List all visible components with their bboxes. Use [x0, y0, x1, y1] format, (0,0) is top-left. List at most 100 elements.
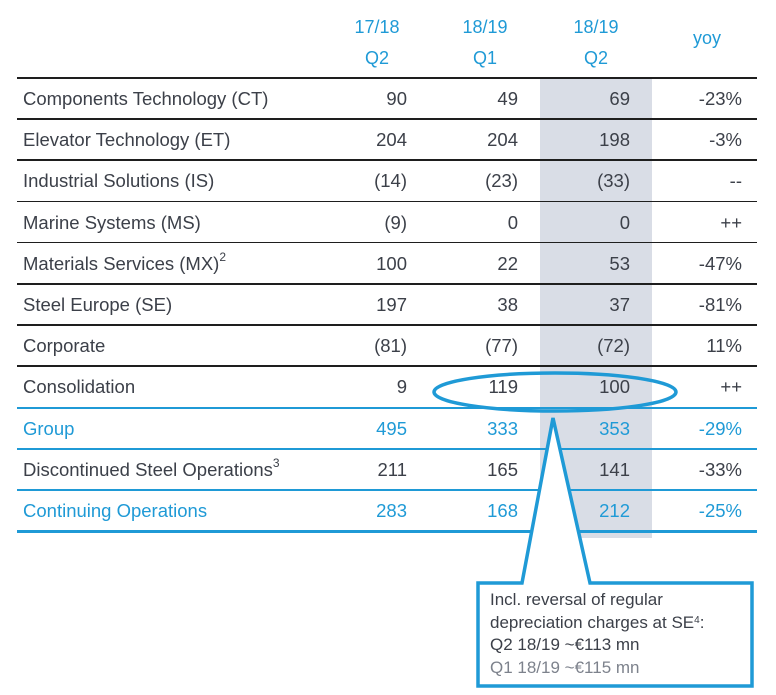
row-label-text: Elevator Technology (ET) [23, 129, 231, 151]
row-label-text: Group [23, 417, 75, 439]
row-label: Elevator Technology (ET) [23, 129, 230, 151]
value-18-19-q1: 38 [497, 294, 518, 315]
row-divider [17, 241, 757, 244]
row-label-text: Continuing Operations [23, 500, 208, 521]
value-yoy: -47% [698, 252, 742, 274]
row-label-text: Industrial Solutions (IS) [23, 170, 215, 192]
table-row: Group 495 333 353 -29% [0, 408, 776, 449]
callout-text: Incl. reversal of regular depreciation c… [490, 589, 755, 679]
table-row: Steel Europe (SE) 197 38 37 -81% [0, 284, 776, 325]
row-label-text: Components Technology (CT) [23, 88, 269, 109]
row-divider [17, 365, 757, 367]
row-label: Components Technology (CT) [23, 88, 268, 110]
row-divider [17, 200, 757, 203]
footnote-marker: 3 [272, 455, 280, 470]
table-row: Elevator Technology (ET) 204 204 198 -3% [0, 119, 776, 160]
value-17-18-q2: (81) [374, 335, 407, 357]
value-18-19-q1: (77) [485, 335, 518, 357]
value-yoy: ++ [720, 211, 742, 233]
value-yoy: -29% [698, 417, 742, 439]
footnote-marker: 4 [694, 614, 700, 626]
value-18-19-q1: 49 [497, 88, 518, 109]
row-divider [17, 324, 757, 326]
row-divider [17, 489, 757, 491]
row-label: Continuing Operations [23, 500, 207, 522]
value-18-19-q2: (33) [597, 170, 630, 192]
value-17-18-q2: 283 [376, 500, 407, 521]
value-18-19-q1: 22 [497, 252, 518, 274]
row-label: Consolidation [23, 376, 135, 398]
value-yoy: -25% [698, 500, 742, 521]
value-yoy: -33% [698, 458, 742, 480]
callout-line-4: Q1 18/19 ~€115 mn [490, 657, 640, 677]
row-label-text: Materials Services (MX) [23, 252, 220, 274]
value-17-18-q2: 495 [376, 417, 407, 439]
table-row: Consolidation 9 119 100 ++ [0, 366, 776, 407]
row-divider [17, 530, 757, 534]
value-18-19-q1: 165 [487, 458, 518, 480]
value-18-19-q2: 0 [619, 211, 630, 233]
table-row: Marine Systems (MS) (9) 0 0 ++ [0, 202, 776, 243]
value-18-19-q2: 37 [609, 294, 630, 315]
row-label-text: Corporate [23, 335, 106, 357]
row-divider [17, 118, 757, 120]
callout-box-outline [476, 417, 754, 688]
row-divider [17, 406, 757, 409]
value-18-19-q2: 53 [609, 252, 630, 274]
row-label-text: Discontinued Steel Operations [23, 458, 273, 480]
value-18-19-q2: (72) [597, 335, 630, 357]
row-label: Corporate [23, 335, 105, 357]
value-17-18-q2: 197 [376, 294, 407, 315]
callout-line-2: depreciation charges at SE4: [490, 612, 755, 635]
row-divider [17, 159, 757, 161]
value-18-19-q2: 212 [599, 500, 630, 521]
table-row: Continuing Operations 283 168 212 -25% [0, 490, 776, 531]
column-header-year: 18/19 [573, 17, 619, 37]
value-18-19-q2: 353 [599, 417, 630, 439]
value-18-19-q1: 119 [488, 376, 519, 398]
value-17-18-q2: (9) [384, 211, 407, 233]
column-header-quarter: Q2 [364, 48, 389, 68]
value-yoy: -- [729, 170, 742, 192]
column-header-yoy: yoy [692, 28, 721, 48]
row-label: Group [23, 418, 74, 440]
value-17-18-q2: 204 [376, 129, 407, 151]
table-row: Corporate (81) (77) (72) 11% [0, 325, 776, 366]
column-header-quarter: Q1 [472, 48, 497, 68]
value-yoy: -3% [709, 129, 742, 151]
table-row: Industrial Solutions (IS) (14) (23) (33) -- [0, 160, 776, 201]
highlight-ellipse [432, 371, 678, 413]
callout-line-2-suffix: : [699, 612, 705, 632]
column-header-18-19-q1: 18/19 Q1 [430, 12, 540, 74]
header-divider [17, 77, 757, 79]
column-header-year: 18/19 [462, 17, 508, 37]
value-18-19-q2: 198 [599, 129, 630, 151]
value-18-19-q1: 204 [487, 129, 518, 151]
value-yoy: ++ [720, 376, 742, 398]
value-yoy: -23% [698, 88, 742, 109]
value-18-19-q1: 333 [487, 417, 518, 439]
callout-line-3: Q2 18/19 ~€113 mn [490, 635, 640, 654]
column-header-18-19-q2: 18/19 Q2 [541, 12, 651, 74]
row-label: Industrial Solutions (IS) [23, 170, 214, 192]
value-18-19-q2: 69 [609, 88, 630, 109]
row-label: Marine Systems (MS) [23, 212, 201, 234]
row-label: Materials Services (MX)2 [23, 249, 227, 275]
value-18-19-q1: (23) [485, 170, 518, 192]
column-header-quarter: Q2 [583, 48, 608, 68]
footnote-marker: 2 [219, 249, 227, 264]
row-divider [17, 283, 757, 285]
table-row: Discontinued Steel Operations3 211 165 141 -… [0, 449, 776, 490]
row-label-text: Consolidation [23, 376, 136, 398]
row-label-text: Steel Europe (SE) [23, 294, 173, 315]
row-label: Steel Europe (SE) [23, 294, 172, 316]
table-row: Materials Services (MX)2 100 22 53 -47% [0, 243, 776, 284]
value-17-18-q2: 211 [377, 458, 408, 480]
row-label-text: Marine Systems (MS) [23, 211, 201, 233]
callout-line-2-text: depreciation charges at SE [490, 612, 695, 632]
value-18-19-q2: 141 [599, 458, 630, 480]
value-18-19-q2: 100 [599, 376, 630, 398]
value-17-18-q2: 9 [396, 376, 407, 398]
value-17-18-q2: 100 [376, 252, 407, 274]
